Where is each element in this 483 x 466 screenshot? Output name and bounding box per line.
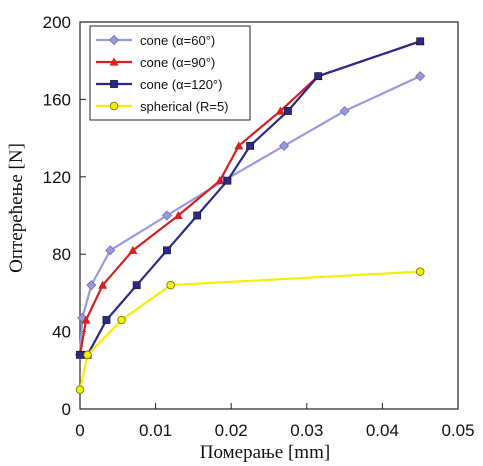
legend-marker	[108, 34, 120, 46]
data-point	[86, 280, 97, 291]
data-point	[279, 140, 290, 151]
series-layer	[74, 36, 426, 394]
legend: cone (α=60°) cone (α=90°) cone (α=120°) sph…	[89, 25, 251, 121]
series-3	[76, 37, 425, 359]
x-tick-label: 0	[75, 421, 84, 440]
data-point	[166, 280, 175, 290]
legend-marker	[110, 80, 118, 88]
plot-area: 0 0.01 0.02 0.03 0.04 0.05 0 40 80 120 160 200	[43, 13, 475, 440]
data-point	[314, 72, 323, 81]
data-point	[81, 315, 91, 324]
legend-label: cone (α=90°)	[140, 55, 215, 70]
x-tick-label: 0.04	[366, 421, 399, 440]
data-point	[223, 176, 232, 185]
data-point	[98, 280, 108, 289]
plot-frame	[79, 21, 459, 410]
data-point	[415, 267, 425, 276]
data-point	[132, 281, 141, 290]
x-axis-title: Померање [mm]	[200, 442, 330, 463]
series-line	[78, 270, 421, 390]
legend-item: cone (α=60°)	[96, 33, 215, 48]
y-axis-title: Оптерећење [N]	[6, 143, 27, 273]
data-point	[246, 141, 254, 150]
legend-item: cone (α=120°)	[96, 77, 222, 92]
series-line	[78, 40, 421, 356]
legend-label: spherical (R=5)	[140, 99, 229, 114]
data-point	[416, 37, 425, 46]
x-tick-label: 0.02	[215, 421, 248, 440]
data-point	[161, 210, 173, 221]
data-point	[75, 385, 85, 394]
y-tick-label: 160	[43, 90, 71, 109]
data-point	[234, 141, 244, 150]
legend-marker	[109, 57, 119, 66]
legend-label: cone (α=60°)	[140, 33, 215, 48]
data-point	[415, 71, 426, 82]
data-point	[215, 176, 225, 185]
legend-item: spherical (R=5)	[96, 99, 229, 114]
y-tick-label: 80	[52, 245, 71, 264]
y-tick-label: 40	[52, 323, 71, 342]
legend-label: cone (α=120°)	[140, 77, 222, 92]
series-4	[75, 267, 425, 394]
legend-item: cone (α=90°)	[96, 55, 215, 70]
y-tick-label: 120	[43, 168, 71, 187]
data-point	[83, 350, 92, 360]
y-tick-label: 0	[62, 400, 71, 419]
data-point	[193, 211, 202, 220]
data-point	[102, 316, 111, 324]
data-point	[283, 107, 292, 115]
data-point	[76, 350, 84, 359]
data-point	[117, 315, 126, 325]
data-point	[105, 245, 116, 256]
legend-marker	[109, 101, 119, 111]
data-point	[275, 106, 285, 115]
x-tick-label: 0.03	[290, 421, 323, 440]
data-point	[163, 246, 171, 255]
data-point	[128, 245, 138, 254]
x-tick-label: 0.01	[139, 421, 172, 440]
data-point	[339, 105, 350, 117]
data-point	[173, 211, 183, 220]
x-tick-label: 0.05	[441, 421, 474, 440]
y-tick-label: 200	[43, 13, 71, 32]
